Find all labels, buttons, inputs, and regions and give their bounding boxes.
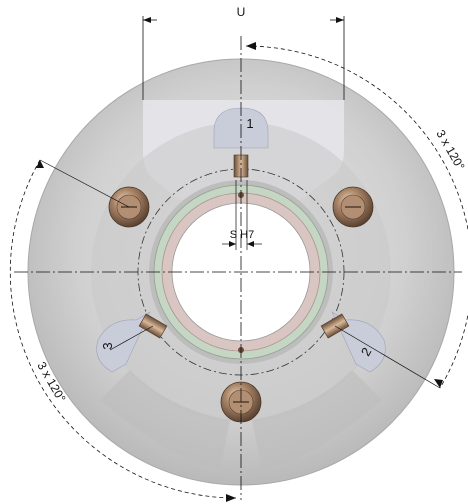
angle-arrow-right-top	[246, 42, 256, 50]
position-label-1: 1	[246, 116, 253, 131]
sh7-arrow-right	[247, 241, 254, 247]
angle-arc-left	[9, 159, 237, 499]
tab-3	[96, 311, 151, 373]
u-label: U	[237, 5, 246, 19]
position-label-3: 3	[100, 342, 115, 349]
u-arrow-left	[143, 17, 151, 23]
u-arrow-right	[336, 17, 344, 23]
lower-wedge-left	[100, 370, 230, 470]
leader-pin-3	[109, 325, 154, 351]
angle-label-right: 3 x 120°	[433, 127, 467, 172]
lower-wedge-right	[252, 370, 382, 470]
leader-left-bolt	[39, 159, 130, 208]
angle-arrow-right-bottom	[434, 379, 443, 388]
sh7-label: S H7	[230, 229, 254, 241]
leader-pin-2	[334, 325, 441, 389]
angle-arc-right	[245, 45, 468, 389]
bolt-right	[332, 186, 374, 228]
sh7-arrow-left	[229, 241, 236, 247]
angle-arrow-left-bottom	[226, 494, 236, 502]
angle-arrow-left-top	[36, 160, 44, 168]
